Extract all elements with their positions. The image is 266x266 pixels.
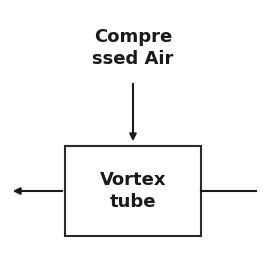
Text: Vortex
tube: Vortex tube: [100, 171, 166, 211]
Bar: [65, 146, 201, 236]
Text: Compre
ssed Air: Compre ssed Air: [92, 28, 174, 68]
